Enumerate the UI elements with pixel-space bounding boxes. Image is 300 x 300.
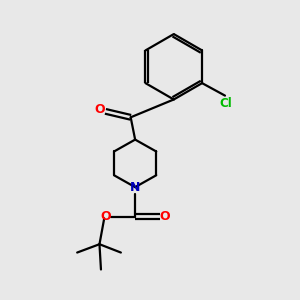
Text: N: N: [130, 181, 140, 194]
Text: O: O: [95, 103, 105, 116]
Text: Cl: Cl: [220, 97, 232, 110]
Text: O: O: [160, 210, 170, 224]
Text: O: O: [100, 210, 111, 224]
